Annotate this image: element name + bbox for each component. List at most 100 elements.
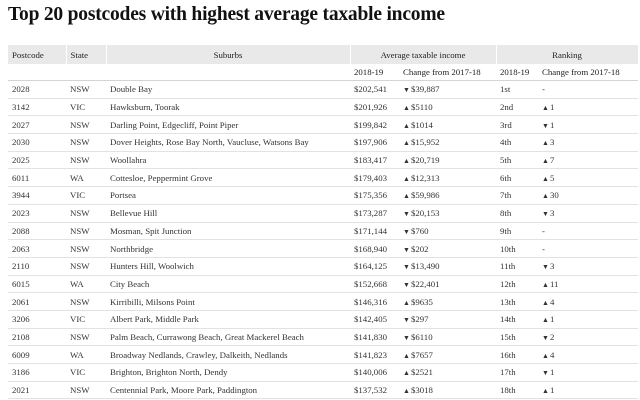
postcode-cell: 2088 — [8, 222, 66, 241]
rank-change-cell: ▲4 — [538, 345, 638, 364]
postcode-cell: 6011 — [8, 168, 66, 188]
arrow-down-icon: ▼ — [403, 263, 410, 272]
rank-change-value: 1 — [549, 119, 555, 130]
income-change-value: $13,490 — [410, 261, 440, 272]
income-change-cell: ▲$2521 — [399, 363, 496, 382]
arrow-up-icon: ▲ — [542, 139, 549, 148]
suburbs-cell: Woollahra — [106, 151, 350, 170]
rank-change-cell: - — [538, 239, 638, 258]
table-row: 2027 NSW Darling Point, Edgecliff, Point P… — [8, 115, 638, 135]
table-row: 6015 WA City Beach $152,668 ▼$22,401 12th ▲11 — [8, 275, 638, 294]
rank-change-cell: - — [538, 222, 638, 241]
arrow-up-icon: ▲ — [542, 192, 549, 201]
suburbs-cell: Dover Heights, Rose Bay North, Vaucluse,… — [106, 133, 350, 152]
arrow-up-icon: ▲ — [403, 157, 410, 166]
state-cell: NSW — [66, 328, 106, 347]
suburbs-cell: Darling Point, Edgecliff, Point Piper — [106, 115, 350, 135]
state-cell: WA — [66, 345, 106, 364]
income-change-value: $20,153 — [410, 208, 440, 219]
rank-cell: 8th — [496, 204, 538, 223]
income-cell: $173,287 — [350, 204, 399, 223]
suburbs-cell: Broadway Nedlands, Crawley, Dalkeith, Ne… — [106, 345, 350, 364]
rank-change-value: 1 — [549, 385, 555, 396]
arrow-down-icon: ▼ — [542, 210, 549, 219]
rank-cell: 10th — [496, 239, 538, 258]
rank-cell: 15th — [496, 328, 538, 347]
rank-change-value: 30 — [549, 190, 559, 201]
suburbs-cell: Mosman, Spit Junction — [106, 222, 350, 241]
suburbs-cell: Albert Park, Middle Park — [106, 310, 350, 329]
rank-cell: 17th — [496, 363, 538, 382]
income-change-value: $3018 — [410, 385, 433, 396]
header-ranking: Ranking — [496, 45, 639, 64]
arrow-down-icon: ▼ — [542, 333, 549, 342]
subheader-blank — [66, 64, 106, 81]
rank-change-cell: ▼2 — [538, 328, 638, 347]
rank-cell: 1st — [496, 80, 538, 99]
income-cell: $164,125 — [350, 257, 399, 276]
income-change-cell: ▼$760 — [399, 222, 496, 241]
rank-cell: 7th — [496, 186, 538, 205]
suburbs-cell: Palm Beach, Currawong Beach, Great Macke… — [106, 328, 350, 347]
state-cell: VIC — [66, 186, 106, 205]
postcode-cell: 2030 — [8, 133, 66, 152]
suburbs-cell: Bellevue Hill — [106, 204, 350, 223]
suburbs-cell: Northbridge — [106, 239, 350, 258]
income-change-cell: ▼$13,490 — [399, 257, 496, 276]
table-row: 2063 NSW Northbridge $168,940 ▼$202 10th - — [8, 239, 638, 258]
subheader-rank-change: Change from 2017-18 — [538, 64, 638, 81]
table-row: 2028 NSW Double Bay $202,541 ▼$39,887 1st - — [8, 80, 638, 99]
arrow-down-icon: ▼ — [403, 333, 410, 342]
income-change-cell: ▼$20,153 — [399, 204, 496, 223]
rank-cell: 11th — [496, 257, 538, 276]
rank-change-cell: ▼1 — [538, 115, 638, 135]
income-cell: $152,668 — [350, 275, 399, 294]
state-cell: VIC — [66, 363, 106, 382]
income-change-cell: ▲$9635 — [399, 292, 496, 311]
income-change-cell: ▲$5110 — [399, 98, 496, 117]
rank-change-cell: ▲30 — [538, 186, 638, 205]
income-cell: $141,830 — [350, 328, 399, 347]
arrow-down-icon: ▼ — [403, 210, 410, 219]
rank-cell: 5th — [496, 151, 538, 170]
table-row: 2025 NSW Woollahra $183,417 ▲$20,719 5th ▲7 — [8, 151, 638, 170]
postcode-cell: 2025 — [8, 151, 66, 170]
rank-change-cell: ▼3 — [538, 204, 638, 223]
income-change-cell: ▼$39,887 — [399, 80, 496, 99]
suburbs-cell: Double Bay — [106, 80, 350, 99]
rank-cell: 3rd — [496, 115, 538, 135]
table-body: 2028 NSW Double Bay $202,541 ▼$39,887 1st -314… — [8, 80, 638, 400]
postcode-cell: 2108 — [8, 328, 66, 347]
state-cell: NSW — [66, 381, 106, 400]
income-change-value: $760 — [410, 225, 429, 236]
subheader-income-change: Change from 2017-18 — [399, 64, 496, 81]
income-change-value: $2521 — [410, 367, 433, 378]
income-change-cell: ▲$7657 — [399, 345, 496, 364]
state-cell: NSW — [66, 115, 106, 135]
table-row: 2023 NSW Bellevue Hill $173,287 ▼$20,153 8th ▼… — [8, 204, 638, 223]
state-cell: VIC — [66, 310, 106, 329]
rank-cell: 2nd — [496, 98, 538, 117]
income-cell: $179,403 — [350, 168, 399, 188]
suburbs-cell: Hawksburn, Toorak — [106, 98, 350, 117]
rank-change-cell: ▲1 — [538, 381, 638, 400]
subheader-income-2018-19: 2018-19 — [350, 64, 399, 81]
rank-cell: 12th — [496, 275, 538, 294]
arrow-up-icon: ▲ — [542, 174, 549, 183]
postcode-cell: 2063 — [8, 239, 66, 258]
arrow-down-icon: ▼ — [542, 369, 549, 378]
rank-change-value: 2 — [549, 331, 555, 342]
arrow-up-icon: ▲ — [542, 387, 549, 396]
arrow-up-icon: ▲ — [403, 387, 410, 396]
income-change-cell: ▲$20,719 — [399, 151, 496, 170]
table-row: 2110 NSW Hunters Hill, Woolwich $164,125 ▼$1… — [8, 257, 638, 276]
rank-change-value: 3 — [549, 137, 555, 148]
income-cell: $201,926 — [350, 98, 399, 117]
postcode-cell: 3142 — [8, 98, 66, 117]
rank-change-value: 7 — [549, 155, 555, 166]
arrow-down-icon: ▼ — [403, 227, 410, 236]
state-cell: NSW — [66, 133, 106, 152]
arrow-up-icon: ▲ — [403, 192, 410, 201]
suburbs-cell: Cottesloe, Peppermint Grove — [106, 168, 350, 188]
rank-change-value: 3 — [549, 261, 555, 272]
